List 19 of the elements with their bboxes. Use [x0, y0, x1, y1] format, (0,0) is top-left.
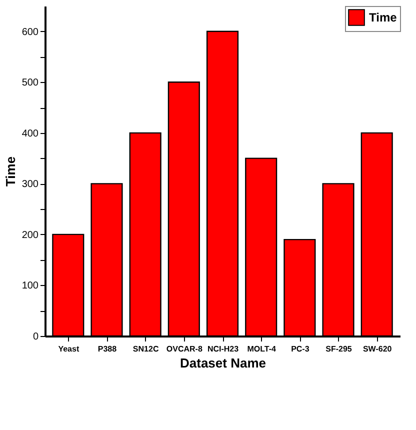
- y-tick-label: 400: [22, 128, 39, 140]
- x-axis-title: Dataset Name: [180, 356, 266, 370]
- x-tick-label: OVCAR-8: [166, 344, 203, 354]
- x-tick-label: NCI-H23: [207, 344, 240, 354]
- y-tick-label: 600: [22, 26, 39, 38]
- y-tick-label: 300: [22, 179, 39, 190]
- x-tick-label: Yeast: [58, 344, 80, 354]
- y-tick-label: 200: [22, 230, 39, 241]
- x-tick-label: SW-620: [362, 344, 392, 354]
- y-axis-title: Time: [2, 156, 18, 187]
- x-tick-label: SF-295: [326, 344, 352, 354]
- y-tick-label: 0: [32, 332, 39, 342]
- y-tick-label: 500: [22, 78, 39, 89]
- x-tick-label: P388: [98, 344, 118, 354]
- legend-label: Time: [369, 10, 398, 24]
- x-tick-label: SN12C: [132, 344, 159, 354]
- y-tick-label: 100: [22, 280, 39, 292]
- x-tick-label: MOLT-4: [247, 344, 276, 354]
- x-tick-label: PC-3: [291, 344, 310, 354]
